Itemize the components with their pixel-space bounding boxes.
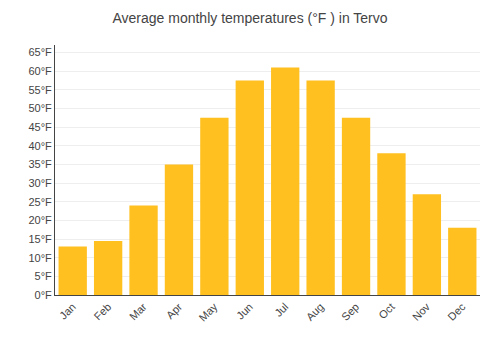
svg-text:Feb: Feb	[92, 301, 114, 323]
svg-text:0°F: 0°F	[35, 289, 53, 301]
svg-text:Jan: Jan	[57, 301, 78, 322]
svg-text:30°F: 30°F	[28, 177, 52, 189]
svg-text:Oct: Oct	[376, 301, 397, 322]
svg-text:Average monthly temperatures (: Average monthly temperatures (°F ) in Te…	[112, 10, 387, 26]
svg-text:Mar: Mar	[127, 300, 149, 322]
svg-text:Jun: Jun	[234, 301, 255, 322]
svg-text:20°F: 20°F	[28, 214, 52, 226]
svg-text:40°F: 40°F	[28, 140, 52, 152]
svg-text:25°F: 25°F	[28, 196, 52, 208]
svg-text:Dec: Dec	[445, 300, 468, 323]
svg-text:5°F: 5°F	[35, 270, 53, 282]
svg-text:Apr: Apr	[164, 300, 185, 321]
svg-text:45°F: 45°F	[28, 121, 52, 133]
svg-text:15°F: 15°F	[28, 233, 52, 245]
svg-text:Nov: Nov	[410, 300, 433, 323]
svg-text:35°F: 35°F	[28, 158, 52, 170]
svg-text:May: May	[197, 300, 221, 324]
svg-text:Sep: Sep	[339, 301, 361, 323]
svg-text:Jul: Jul	[272, 301, 290, 319]
svg-text:Aug: Aug	[304, 301, 326, 323]
svg-text:50°F: 50°F	[28, 102, 52, 114]
svg-text:55°F: 55°F	[28, 84, 52, 96]
svg-text:60°F: 60°F	[28, 65, 52, 77]
svg-text:65°F: 65°F	[28, 46, 52, 58]
svg-text:10°F: 10°F	[28, 252, 52, 264]
